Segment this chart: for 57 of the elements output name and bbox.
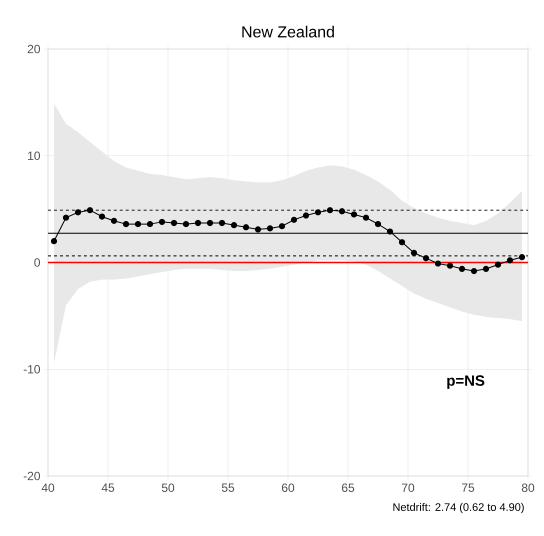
point bbox=[194, 220, 202, 226]
point bbox=[506, 257, 514, 264]
point bbox=[434, 260, 442, 267]
y-tick-label: -10 bbox=[24, 365, 40, 374]
point bbox=[278, 223, 286, 230]
x-tick-label: 55 bbox=[222, 484, 234, 492]
point bbox=[482, 266, 490, 272]
point bbox=[50, 238, 58, 244]
x-tick-label: 45 bbox=[102, 484, 114, 492]
point bbox=[134, 220, 142, 228]
point bbox=[254, 226, 262, 233]
x-tick-label: 40 bbox=[42, 484, 54, 492]
annotation: p=NS bbox=[447, 375, 484, 389]
point bbox=[230, 222, 238, 228]
point bbox=[314, 209, 322, 216]
point bbox=[122, 220, 130, 228]
y-tick-label: -20 bbox=[24, 472, 40, 480]
point bbox=[458, 266, 466, 272]
point bbox=[494, 262, 502, 268]
point bbox=[266, 225, 274, 232]
text: Netdrift: 2.74 (0.62 to 4.90) bbox=[393, 502, 524, 514]
point bbox=[242, 224, 250, 230]
point bbox=[470, 268, 478, 274]
point bbox=[206, 220, 214, 226]
point bbox=[98, 213, 106, 220]
x-tick-label: 80 bbox=[522, 484, 534, 492]
point bbox=[326, 207, 334, 214]
point bbox=[350, 211, 358, 218]
point bbox=[398, 239, 406, 246]
point bbox=[446, 262, 454, 269]
x-tick-label: 75 bbox=[462, 484, 474, 492]
x-tick-label: 70 bbox=[402, 484, 414, 492]
x-tick-label: 65 bbox=[342, 484, 354, 492]
y-tick-label: 20 bbox=[28, 44, 40, 54]
point bbox=[158, 218, 166, 226]
point bbox=[182, 220, 190, 228]
point bbox=[410, 250, 418, 256]
point bbox=[518, 254, 526, 260]
point bbox=[86, 207, 94, 214]
point bbox=[386, 228, 394, 235]
point bbox=[218, 220, 226, 226]
point bbox=[110, 218, 118, 224]
x-tick-label: 60 bbox=[282, 484, 294, 492]
y-tick-label: 10 bbox=[28, 152, 40, 160]
point bbox=[170, 220, 178, 226]
point bbox=[374, 220, 382, 228]
point bbox=[146, 220, 154, 228]
point bbox=[422, 255, 430, 262]
point bbox=[302, 212, 310, 219]
chart-title: New Zealand bbox=[242, 26, 334, 38]
y-tick-label: 0 bbox=[34, 258, 40, 267]
point bbox=[290, 216, 298, 223]
point bbox=[62, 214, 70, 221]
point bbox=[338, 208, 346, 214]
point bbox=[362, 214, 370, 221]
x-tick-label: 50 bbox=[162, 484, 174, 492]
point bbox=[74, 209, 82, 216]
